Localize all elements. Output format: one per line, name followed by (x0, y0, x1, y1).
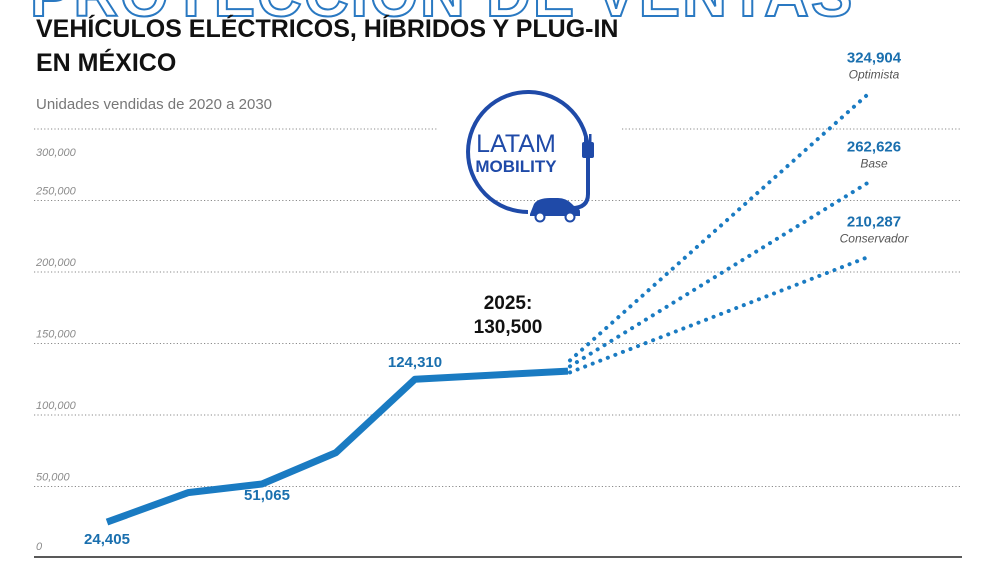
y-tick-label: 100,000 (36, 400, 77, 412)
y-tick-label: 0 (36, 541, 43, 553)
logo-ring (466, 90, 591, 214)
projection-value-label: 262,626 (847, 138, 901, 155)
chart-title: VEHÍCULOS ELÉCTRICOS, HÍBRIDOS Y PLUG-IN… (36, 12, 696, 80)
chart-subtitle: Unidades vendidas de 2020 a 2030 (36, 96, 273, 113)
y-tick-label: 300,000 (36, 147, 77, 159)
data-labels: 24,405 51,065 124,310 (84, 354, 442, 548)
projection-value-label: 324,904 (847, 49, 902, 66)
car-icon (530, 198, 580, 223)
projection-name-label: Base (860, 156, 888, 170)
chart-title-line2: EN MÉXICO (36, 49, 177, 77)
logo-text-latam: LATAM (476, 130, 556, 158)
data-label: 51,065 (244, 487, 290, 504)
y-tick-label: 250,000 (35, 186, 77, 198)
data-label: 124,310 (388, 354, 442, 371)
plug-icon (582, 134, 594, 158)
data-label: 24,405 (84, 531, 130, 548)
y-tick-label: 150,000 (36, 329, 77, 341)
y-axis-tick-labels: 0 50,000 100,000 150,000 200,000 250,000 300,0… (35, 147, 77, 553)
projection-lines (568, 90, 872, 375)
annotation-2025-year: 2025: (484, 293, 533, 314)
projection-line (568, 90, 872, 363)
projection-name-label: Conservador (840, 231, 910, 245)
y-tick-label: 50,000 (36, 472, 71, 484)
background-title: PROYECCIÓN DE VENTAS (29, 0, 854, 31)
projection-value-label: 210,287 (847, 213, 901, 230)
projection-line (568, 254, 872, 375)
logo-text-mobility: MOBILITY (475, 157, 557, 176)
y-tick-label: 200,000 (35, 257, 77, 269)
logo-cable (571, 154, 590, 210)
annotation-2025-value: 130,500 (474, 317, 543, 338)
grid-lines (34, 128, 962, 487)
latam-mobility-logo: LATAM MOBILITY (466, 90, 594, 223)
projection-line (568, 179, 872, 369)
sales-line (105, 367, 569, 526)
projection-name-label: Optimista (849, 67, 900, 81)
chart-title-line1: VEHÍCULOS ELÉCTRICOS, HÍBRIDOS Y PLUG-IN (36, 15, 619, 43)
